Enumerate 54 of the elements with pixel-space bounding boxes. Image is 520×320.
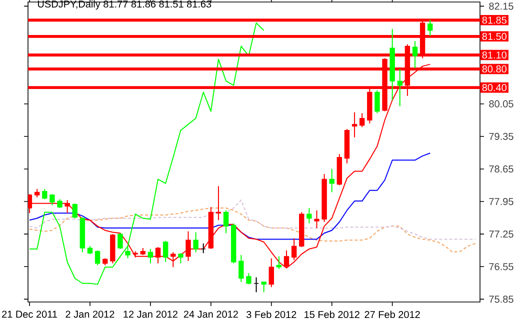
candlestick [118,232,123,250]
candlestick [125,246,130,259]
y-tick-label: 76.55 [489,263,514,270]
candlestick [186,230,191,262]
candlestick [178,252,184,264]
candlestick [306,208,312,224]
candlestick [42,188,48,200]
chart-title: USDJPY,Daily 81.77 81.86 81.51 81.63 [38,0,212,10]
x-tick-label: 27 Feb 2012 [364,310,420,318]
candlestick [94,250,100,266]
x-tick-label: 12 Jan 2012 [124,310,178,318]
y-tick-label: 82.15 [489,2,514,10]
x-tick-label: 21 Dec 2011 [2,310,58,318]
y-tick-label: 78.65 [489,165,514,173]
y-tick-label: 79.35 [489,132,514,140]
candlestick [268,258,274,288]
candlestick [412,40,418,69]
candlestick [276,256,282,270]
candlestick [155,246,161,264]
x-tick-label: 3 Feb 2012 [246,310,296,318]
candlestick [397,68,402,107]
x-tick-label: 15 Feb 2012 [304,310,360,318]
candlestick [200,242,206,254]
candlestick [148,248,154,264]
y-tick-label: 77.25 [489,230,514,238]
candlestick [261,281,266,293]
candlestick [329,168,334,193]
candlestick [254,276,259,293]
candlestick [238,254,244,282]
candlestick [216,186,222,221]
candlestick [291,238,297,261]
ref-line-label: 81.10 [482,51,506,59]
y-tick-label: 75.85 [489,296,514,303]
ref-line-label: 81.50 [482,32,506,40]
candlestick [50,194,55,206]
y-tick-label: 80.05 [489,100,514,108]
candlestick [246,272,252,285]
ref-line-label: 80.80 [482,65,506,73]
y-tick-label: 77.95 [489,198,514,206]
line-series [29,22,264,285]
candlestick [64,200,70,214]
candlestick [428,19,433,36]
candlestick [374,90,380,114]
candlestick [352,112,358,138]
candlestick [223,210,229,234]
x-tick-label: 24 Jan 2012 [184,310,238,318]
candlestick [314,210,320,229]
candlestick [162,240,168,262]
x-tick-label: 2 Jan 2012 [66,310,114,318]
ref-line-label: 81.85 [482,16,506,24]
candlestick [359,112,365,128]
ref-line-label: 80.40 [482,84,506,92]
candlestick [193,232,198,253]
candlestick [72,202,78,219]
